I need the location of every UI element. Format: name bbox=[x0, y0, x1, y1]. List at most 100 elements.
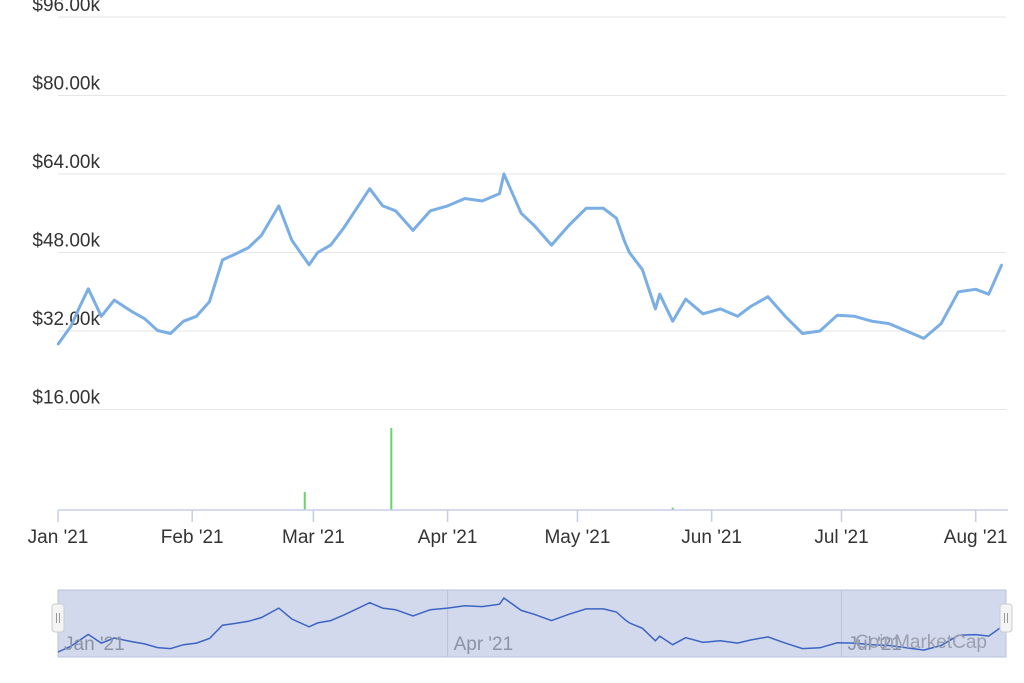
y-tick-label: $48.00k bbox=[32, 231, 100, 252]
x-tick-label: Apr '21 bbox=[418, 527, 478, 548]
x-tick-label: Mar '21 bbox=[282, 527, 345, 548]
price-point bbox=[411, 229, 415, 232]
x-tick-label: May '21 bbox=[544, 527, 610, 548]
navigator[interactable]: Jan '21 Apr '21 Jul '21 CoinMarketCap bbox=[51, 589, 1013, 658]
price-point bbox=[100, 315, 103, 318]
price-point bbox=[615, 216, 618, 220]
price-point bbox=[130, 310, 133, 313]
price-point bbox=[939, 322, 943, 325]
price-point bbox=[260, 234, 263, 237]
y-tick-label: $32.00k bbox=[32, 309, 100, 330]
navigator-ticks: Jan '21 Apr '21 Jul '21 bbox=[64, 634, 902, 655]
navigator-line bbox=[57, 596, 1003, 653]
x-tick-label: Feb '21 bbox=[161, 527, 224, 548]
price-point bbox=[234, 252, 237, 256]
x-tick-label: Aug '21 bbox=[944, 527, 1008, 548]
navigator-tick-label: Jul '21 bbox=[848, 634, 902, 655]
price-point bbox=[290, 239, 293, 242]
volume-bar bbox=[390, 428, 393, 510]
price-point bbox=[69, 324, 73, 328]
navigator-left-handle[interactable] bbox=[51, 603, 65, 633]
y-tick-label: $64.00k bbox=[32, 152, 100, 173]
price-point bbox=[957, 290, 960, 293]
price-point bbox=[628, 251, 631, 254]
price-point bbox=[156, 329, 159, 332]
price-point bbox=[195, 315, 198, 318]
price-point bbox=[801, 332, 804, 335]
price-point bbox=[182, 319, 185, 323]
price-point bbox=[784, 315, 787, 318]
price-point bbox=[749, 305, 752, 308]
watermark: CoinMarketCap bbox=[855, 632, 987, 653]
navigator-tick-label: Jan '21 bbox=[64, 634, 125, 655]
price-point bbox=[736, 315, 739, 318]
price-point bbox=[567, 224, 570, 227]
price-point bbox=[277, 204, 280, 208]
price-point bbox=[519, 212, 523, 215]
navigator-grid bbox=[447, 590, 843, 657]
price-point bbox=[641, 268, 644, 271]
navigator-tick-label: Apr '21 bbox=[454, 634, 514, 655]
price-point bbox=[602, 207, 605, 210]
price-point bbox=[169, 332, 172, 335]
price-point bbox=[870, 319, 874, 323]
price-point bbox=[623, 241, 627, 244]
grid-lines bbox=[58, 16, 1006, 410]
y-tick-label: $16.00k bbox=[32, 388, 100, 409]
price-point bbox=[429, 209, 432, 212]
price-point bbox=[532, 224, 536, 227]
price-point bbox=[498, 192, 501, 195]
volume-bar bbox=[671, 507, 674, 510]
price-point bbox=[719, 307, 722, 311]
price-point bbox=[654, 307, 657, 311]
price-point bbox=[818, 329, 822, 333]
price-point bbox=[658, 293, 661, 296]
price-point bbox=[78, 305, 81, 309]
price-line bbox=[56, 172, 1004, 346]
price-point bbox=[584, 207, 588, 210]
price-point bbox=[922, 337, 925, 340]
y-axis-ticks: $16.00k $32.00k $48.00k $64.00k $80.00k $96.0… bbox=[32, 0, 100, 409]
price-point bbox=[247, 246, 250, 249]
price-point bbox=[887, 322, 891, 325]
price-point bbox=[684, 297, 687, 301]
price-point bbox=[342, 226, 345, 230]
price-point bbox=[355, 207, 358, 210]
price-point bbox=[316, 251, 319, 254]
price-point bbox=[368, 187, 371, 190]
price-point bbox=[701, 312, 705, 316]
price-point bbox=[987, 293, 990, 296]
price-point bbox=[113, 298, 116, 302]
price-point bbox=[853, 315, 856, 318]
price-point bbox=[463, 197, 467, 200]
price-point bbox=[329, 243, 332, 247]
price-point bbox=[56, 343, 60, 346]
x-tick-label: Jun '21 bbox=[681, 527, 742, 548]
volume-bars bbox=[303, 428, 674, 510]
y-tick-label: $80.00k bbox=[32, 74, 100, 95]
price-point bbox=[208, 300, 211, 303]
volume-bar bbox=[303, 491, 306, 510]
price-point bbox=[143, 317, 146, 320]
navigator-selection[interactable] bbox=[57, 589, 1007, 658]
price-point bbox=[671, 319, 674, 323]
price-point bbox=[446, 204, 449, 208]
price-point bbox=[87, 287, 90, 291]
price-point bbox=[481, 199, 484, 203]
navigator-right-handle[interactable] bbox=[999, 603, 1013, 633]
x-axis-ticks: Jan '21 Feb '21 Mar '21 Apr '21 May '21 Jun '… bbox=[28, 510, 1008, 548]
price-point bbox=[394, 209, 397, 212]
y-tick-label: $96.00k bbox=[32, 0, 100, 16]
price-point bbox=[502, 172, 506, 176]
price-point bbox=[766, 295, 770, 298]
price-point bbox=[835, 314, 839, 317]
price-point bbox=[307, 263, 311, 266]
price-point bbox=[381, 204, 384, 208]
price-point bbox=[221, 258, 224, 262]
price-point bbox=[550, 243, 553, 247]
x-tick-label: Jul '21 bbox=[814, 527, 868, 548]
price-point bbox=[974, 288, 977, 291]
price-point bbox=[905, 329, 908, 333]
price-point bbox=[1000, 263, 1003, 266]
